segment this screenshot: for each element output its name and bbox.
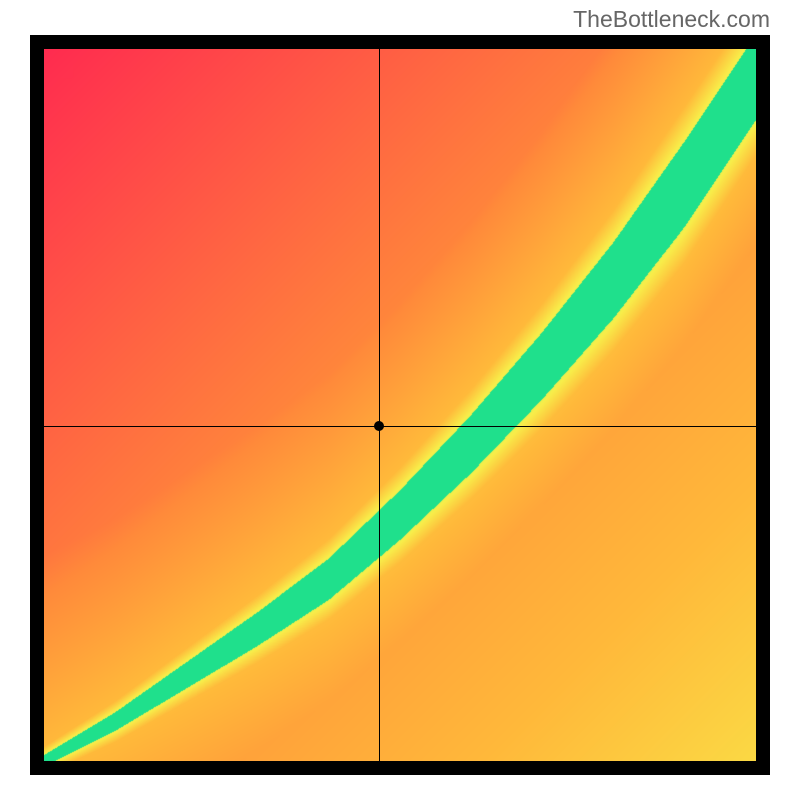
heatmap-canvas	[44, 49, 756, 761]
crosshair-vertical	[379, 49, 380, 761]
crosshair-point	[374, 421, 384, 431]
chart-container: TheBottleneck.com	[0, 0, 800, 800]
watermark-text: TheBottleneck.com	[573, 6, 770, 33]
heatmap-plot	[30, 35, 770, 775]
crosshair-horizontal	[44, 426, 756, 427]
